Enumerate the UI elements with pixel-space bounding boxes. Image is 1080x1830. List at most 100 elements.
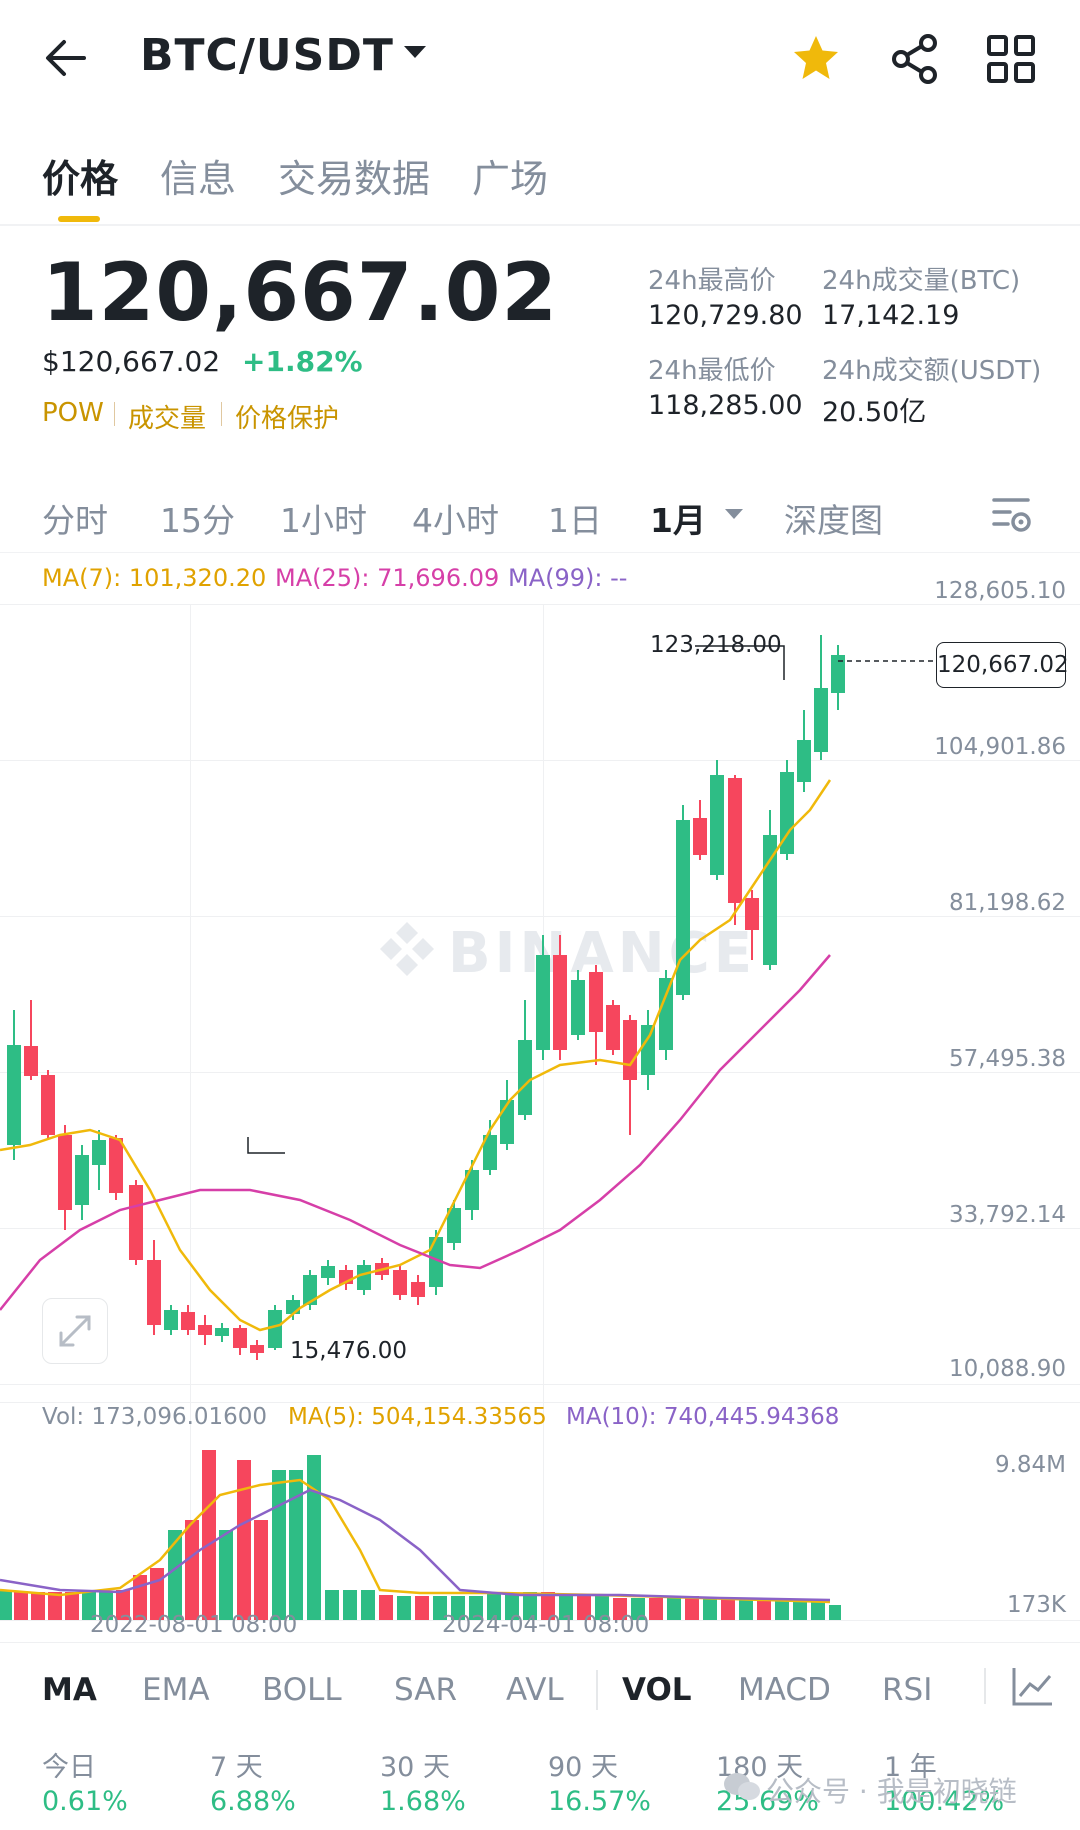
vol-ma10-legend: MA(10): 740,445.94368 xyxy=(566,1404,840,1430)
indicator-sar[interactable]: SAR xyxy=(394,1672,457,1708)
price-axis-label: 81,198.62 xyxy=(948,890,1066,916)
period-value: 100.42% xyxy=(884,1786,1005,1817)
stat-value: 17,142.19 xyxy=(822,300,960,331)
price-axis-label: 128,605.10 xyxy=(934,578,1066,604)
timeframe-1M[interactable]: 1月 xyxy=(650,501,706,540)
stat-value: 120,729.80 xyxy=(648,300,803,331)
indicator-boll[interactable]: BOLL xyxy=(262,1672,342,1708)
period-label: 30 天 xyxy=(380,1752,450,1783)
time-axis-label: 2024-04-01 08:00 xyxy=(442,1612,650,1638)
star-icon[interactable] xyxy=(790,32,842,88)
tab-info[interactable]: 信息 xyxy=(160,157,237,201)
grid-icon[interactable] xyxy=(986,34,1036,88)
timeframe-15m[interactable]: 15分 xyxy=(160,501,235,540)
tab-trading-data[interactable]: 交易数据 xyxy=(278,157,431,201)
divider xyxy=(0,1402,1080,1403)
indicator-rsi[interactable]: RSI xyxy=(882,1672,933,1708)
timeframe-1[interactable]: 分时 xyxy=(42,501,108,540)
ma7-line xyxy=(0,779,832,1332)
wechat-watermark: 公众号 · 我是初晓链 xyxy=(766,1775,1017,1808)
time-axis-label: 2022-08-01 08:00 xyxy=(90,1612,298,1638)
chevron-down-icon[interactable] xyxy=(724,506,744,525)
grid-line xyxy=(0,1384,1080,1385)
vol-ma5-legend: MA(5): 504,154.33565 xyxy=(288,1404,547,1430)
stat-label: 24h最高价 xyxy=(648,266,776,296)
grid-line xyxy=(543,604,544,1604)
tag-price-protection[interactable]: 价格保护 xyxy=(235,404,340,434)
tag-divider xyxy=(114,402,115,426)
vol-legend: Vol: 173,096.01600 xyxy=(42,1404,268,1430)
fullscreen-icon[interactable] xyxy=(42,1298,108,1364)
back-arrow-icon[interactable] xyxy=(38,28,98,88)
indicator-divider xyxy=(984,1668,986,1704)
high-price-label: 123,218.00 xyxy=(650,632,782,658)
candles xyxy=(7,635,845,1360)
volume-chart xyxy=(0,1450,841,1620)
grid-line xyxy=(0,1228,1080,1229)
price-axis-label: 10,088.90 xyxy=(948,1356,1066,1382)
stat-value: 118,285.00 xyxy=(648,390,803,421)
price-change: +1.82% xyxy=(242,345,363,378)
wechat-icon xyxy=(722,1770,762,1808)
ma25-line xyxy=(0,954,831,1311)
chevron-down-icon[interactable] xyxy=(402,42,428,66)
price-axis-label: 104,901.86 xyxy=(934,734,1066,760)
top-bar: BTC/USDT xyxy=(0,0,1080,120)
divider xyxy=(0,1642,1080,1643)
section-tabs: 价格 信息 交易数据 广场 xyxy=(0,140,1080,226)
stat-label: 24h成交额(USDT) xyxy=(822,356,1042,386)
stat-label: 24h最低价 xyxy=(648,356,776,386)
ma7-legend: MA(7): 101,320.20 xyxy=(42,564,267,592)
pair-title[interactable]: BTC/USDT xyxy=(140,30,394,81)
timeframe-4h[interactable]: 4小时 xyxy=(412,501,499,540)
period-label: 90 天 xyxy=(548,1752,618,1783)
grid-line xyxy=(190,604,191,1604)
price-axis-label: 33,792.14 xyxy=(948,1202,1066,1228)
indicator-macd[interactable]: MACD xyxy=(738,1672,831,1708)
share-icon[interactable] xyxy=(888,32,942,90)
indicator-settings-icon[interactable] xyxy=(1010,1664,1056,1714)
indicator-ema[interactable]: EMA xyxy=(142,1672,210,1708)
tag-volume[interactable]: 成交量 xyxy=(128,404,207,434)
grid-line xyxy=(0,916,1080,917)
period-value: 1.68% xyxy=(380,1786,466,1817)
timeframe-depth[interactable]: 深度图 xyxy=(784,501,883,540)
timeframe-1h[interactable]: 1小时 xyxy=(280,501,367,540)
active-tab-indicator xyxy=(58,216,100,222)
stat-label: 24h成交量(BTC) xyxy=(822,266,1021,296)
chart-settings-icon[interactable] xyxy=(990,492,1036,542)
vol-axis-label: 173K xyxy=(1007,1592,1066,1618)
last-price: 120,667.02 xyxy=(42,246,559,339)
tag-pow[interactable]: POW xyxy=(42,398,104,428)
ma99-legend: MA(99): -- xyxy=(508,564,628,592)
tab-square[interactable]: 广场 xyxy=(472,157,549,201)
period-value: 16.57% xyxy=(548,1786,651,1817)
divider xyxy=(0,552,1080,553)
timeframe-1d[interactable]: 1日 xyxy=(548,501,602,540)
grid-line xyxy=(0,1072,1080,1073)
low-price-label: 15,476.00 xyxy=(290,1338,408,1364)
current-price-tag[interactable]: 120,667.02 xyxy=(936,642,1069,688)
usd-value: $120,667.02 xyxy=(42,345,221,378)
indicator-divider xyxy=(596,1670,598,1710)
period-label: 今日 xyxy=(42,1752,96,1783)
vol-axis-label: 9.84M xyxy=(994,1452,1066,1478)
indicator-avl[interactable]: AVL xyxy=(506,1672,564,1708)
stat-value: 20.50亿 xyxy=(822,397,927,428)
tag-divider xyxy=(221,402,222,426)
period-value: 6.88% xyxy=(210,1786,296,1817)
period-label: 1 年 xyxy=(884,1752,937,1783)
indicator-vol[interactable]: VOL xyxy=(622,1672,692,1708)
indicator-ma[interactable]: MA xyxy=(42,1672,97,1708)
tab-price[interactable]: 价格 xyxy=(42,157,119,201)
candlestick-chart[interactable] xyxy=(0,560,1080,1610)
grid-line xyxy=(0,604,1080,605)
low-marker-line xyxy=(247,1137,285,1154)
ma25-legend: MA(25): 71,696.09 xyxy=(275,564,500,592)
divider xyxy=(0,1620,1080,1621)
grid-line xyxy=(0,760,1080,761)
price-axis-label: 57,495.38 xyxy=(948,1046,1066,1072)
period-label: 7 天 xyxy=(210,1752,263,1783)
high-marker-line xyxy=(695,645,785,680)
period-value: 0.61% xyxy=(42,1786,128,1817)
